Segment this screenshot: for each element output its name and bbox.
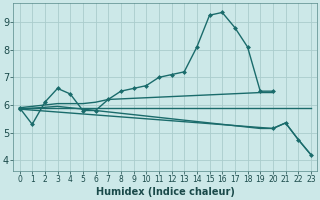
X-axis label: Humidex (Indice chaleur): Humidex (Indice chaleur) [96,187,235,197]
